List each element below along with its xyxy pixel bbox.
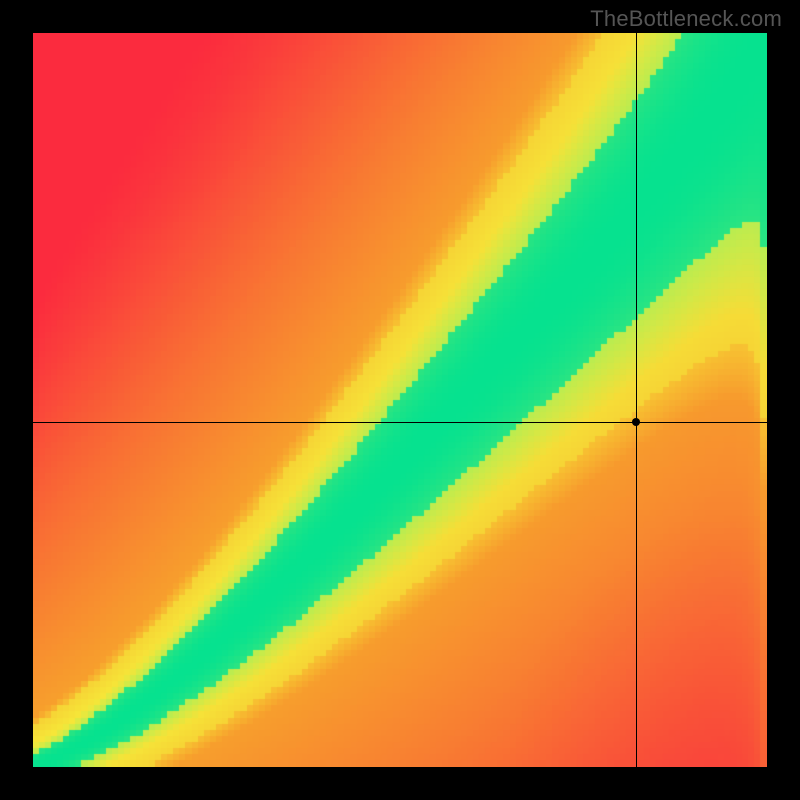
crosshair-dot [632,418,640,426]
crosshair-horizontal [33,422,767,423]
chart-container: TheBottleneck.com [0,0,800,800]
plot-area [33,33,767,767]
watermark-text: TheBottleneck.com [590,6,782,32]
heatmap-canvas [33,33,767,767]
crosshair-vertical [636,33,637,767]
